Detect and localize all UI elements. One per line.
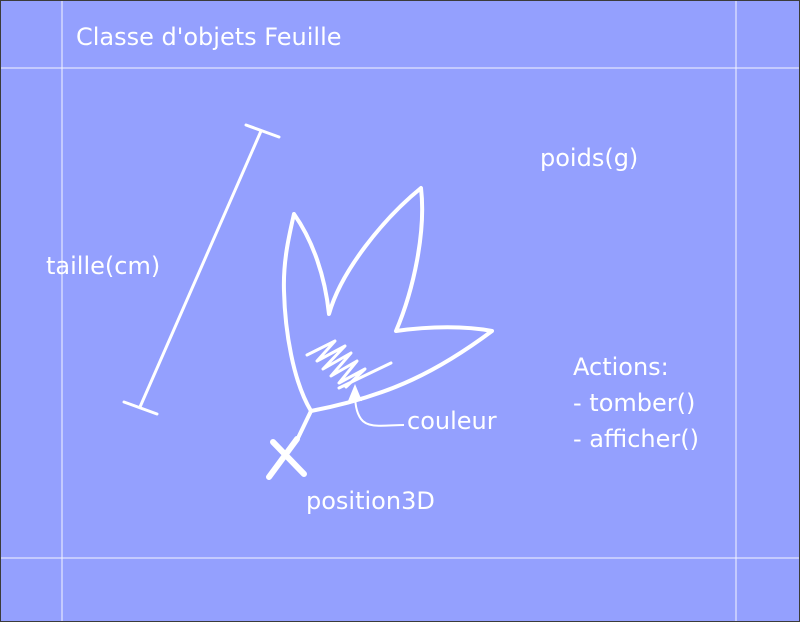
position-label: position3D: [306, 487, 435, 515]
weight-label: poids(g): [540, 144, 639, 172]
position-cross: [266, 436, 307, 480]
diagram-title: Classe d'objets Feuille: [76, 23, 342, 51]
color-pointer-arrow: [354, 391, 405, 427]
size-dimension-line: [122, 123, 281, 416]
color-label: couleur: [407, 407, 497, 435]
color-scribble: [305, 339, 393, 390]
actions-heading: Actions:: [573, 353, 669, 381]
leaf-stem: [296, 409, 313, 440]
action-item-display: - afficher(): [573, 425, 699, 453]
actions-block: Actions: - tomber() - afficher(): [573, 349, 699, 457]
leaf-outline: [281, 186, 494, 413]
action-item-fall: - tomber(): [573, 389, 696, 417]
arrow-head: [348, 384, 362, 401]
size-label: taille(cm): [46, 252, 161, 280]
